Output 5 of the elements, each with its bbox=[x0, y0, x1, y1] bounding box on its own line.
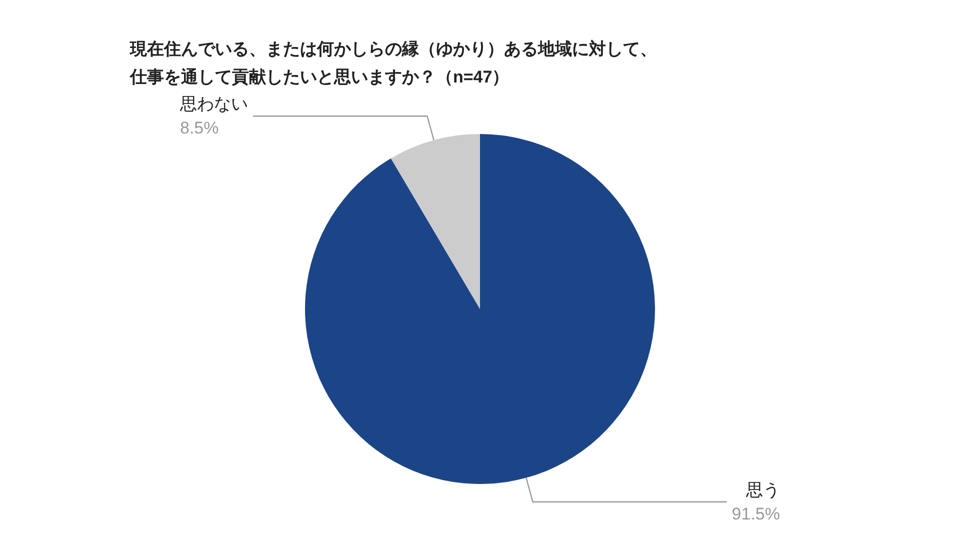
data-label: 91.5% bbox=[732, 504, 780, 524]
data-label: 8.5% bbox=[180, 118, 219, 138]
chart-title: 現在住んでいる、または何かしらの縁（ゆかり）ある地域に対して、仕事を通して貢献したいと思いますか？（n=47） bbox=[129, 40, 657, 86]
slice-label: 思う bbox=[745, 480, 780, 500]
slice-label: 思わない bbox=[179, 94, 248, 114]
